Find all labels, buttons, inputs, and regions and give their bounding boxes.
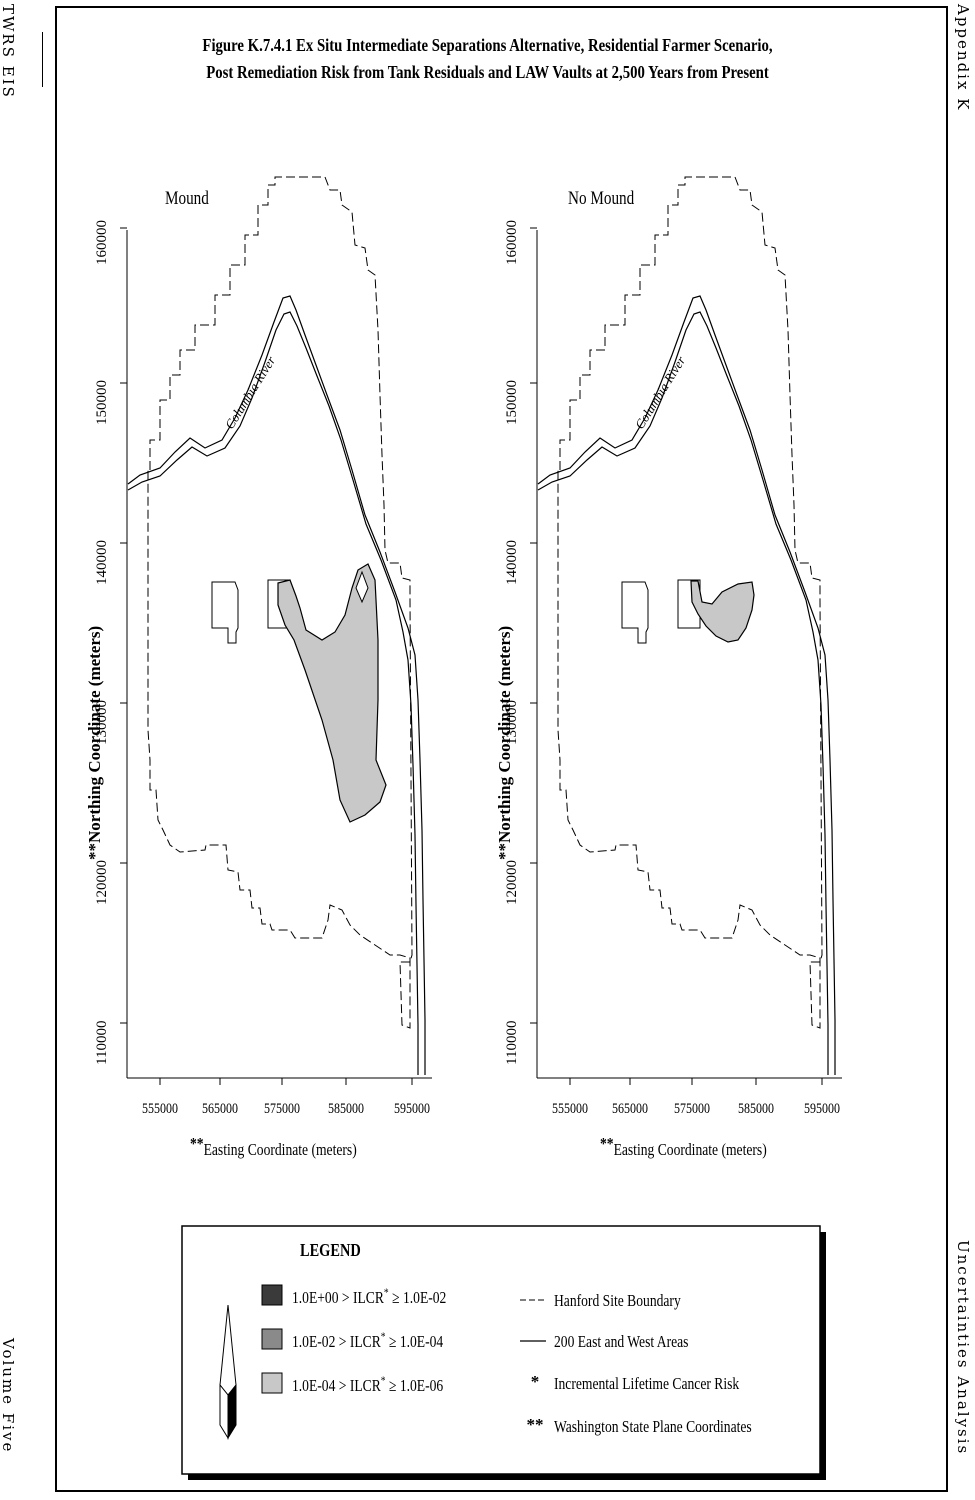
- x-axis-label-mound: **Easting Coordinate (meters): [190, 1135, 357, 1160]
- margin-rule: [42, 32, 43, 87]
- legend-symbol-star: *: [531, 1372, 540, 1391]
- y-axis-label-no-mound: **Northing Coordinate (meters): [495, 626, 514, 860]
- y-tick-label: 130000: [504, 700, 520, 745]
- panel-mound: Mound Columbia River 110000 120000 13000…: [85, 176, 433, 1160]
- legend-line-text-areas: 200 East and West Areas: [554, 1333, 688, 1352]
- y-tick-label: 150000: [504, 380, 520, 425]
- y-tick-label: 120000: [504, 860, 520, 905]
- y-tick-label: 110000: [504, 1021, 520, 1065]
- figure-title-line-2: Post Remediation Risk from Tank Residual…: [206, 62, 769, 82]
- x-tick-label: 565000: [202, 1100, 238, 1117]
- y-tick-label: 160000: [504, 220, 520, 265]
- x-tick-label: 595000: [804, 1100, 840, 1117]
- legend-line-text-boundary: Hanford Site Boundary: [554, 1292, 681, 1311]
- panel-no-mound: No Mound Columbia River 110000 120000 13…: [495, 176, 843, 1160]
- x-tick-label: 555000: [142, 1100, 178, 1117]
- site-map-base: [536, 176, 843, 1079]
- legend-box: [181, 1225, 821, 1475]
- y-tick-label: 130000: [94, 700, 110, 745]
- y-tick-label: 160000: [94, 220, 110, 265]
- legend-risk-text-high: 1.0E+00 > ILCR* ≥ 1.0E-02: [292, 1286, 446, 1307]
- river-label-mound: Columbia River: [222, 353, 279, 432]
- risk-plume-mound: [277, 563, 387, 823]
- risk-plume-no-mound: [690, 580, 755, 643]
- y-tick-label: 140000: [94, 540, 110, 585]
- x-tick-label: 585000: [738, 1100, 774, 1117]
- x-axis-ticks-no-mound: 555000 565000 575000 585000 595000: [552, 1078, 840, 1116]
- river-label-no-mound: Columbia River: [632, 353, 689, 432]
- y-axis-ticks-mound: 110000 120000 130000 140000 150000 16000…: [94, 220, 127, 1065]
- x-tick-label: 575000: [264, 1100, 300, 1117]
- y-axis-label-mound: **Northing Coordinate (meters): [85, 626, 104, 860]
- x-axis-label-no-mound: **Easting Coordinate (meters): [600, 1135, 767, 1160]
- panel-label-mound: Mound: [165, 187, 209, 208]
- x-tick-label: 575000: [674, 1100, 710, 1117]
- y-tick-label: 150000: [94, 380, 110, 425]
- legend-swatch-high: [261, 1284, 283, 1306]
- x-tick-label: 565000: [612, 1100, 648, 1117]
- legend: LEGEND N 1.0E+00 > ILCR* ≥ 1.0E-02 1.0E-…: [181, 1225, 826, 1480]
- site-map-base: [126, 176, 433, 1079]
- y-tick-label: 110000: [94, 1021, 110, 1065]
- legend-risk-text-low: 1.0E-04 > ILCR* ≥ 1.0E-06: [292, 1374, 443, 1395]
- y-axis-ticks-no-mound: 110000 120000 130000 140000 150000 16000…: [504, 220, 537, 1065]
- figure-title: Figure K.7.4.1 Ex Situ Intermediate Sepa…: [88, 32, 888, 86]
- legend-swatch-low: [261, 1372, 283, 1394]
- north-arrow-icon: N: [219, 1304, 237, 1440]
- legend-line-text-ilcr: Incremental Lifetime Cancer Risk: [554, 1375, 739, 1394]
- x-tick-label: 555000: [552, 1100, 588, 1117]
- x-tick-label: 585000: [328, 1100, 364, 1117]
- y-tick-label: 140000: [504, 540, 520, 585]
- legend-swatch-medium: [261, 1328, 283, 1350]
- plume-hole: [355, 570, 369, 604]
- legend-risk-text-medium: 1.0E-02 > ILCR* ≥ 1.0E-04: [292, 1330, 443, 1351]
- panel-label-no-mound: No Mound: [568, 187, 635, 208]
- legend-title: LEGEND: [300, 1239, 361, 1260]
- figure-title-line-1: Figure K.7.4.1 Ex Situ Intermediate Sepa…: [202, 35, 773, 55]
- x-tick-label: 595000: [394, 1100, 430, 1117]
- legend-line-text-coords: Washington State Plane Coordinates: [554, 1418, 752, 1437]
- legend-symbol-double-star: **: [527, 1415, 544, 1434]
- page-frame: [55, 6, 948, 1492]
- y-tick-label: 120000: [94, 860, 110, 905]
- x-axis-ticks-mound: 555000 565000 575000 585000 595000: [142, 1078, 430, 1116]
